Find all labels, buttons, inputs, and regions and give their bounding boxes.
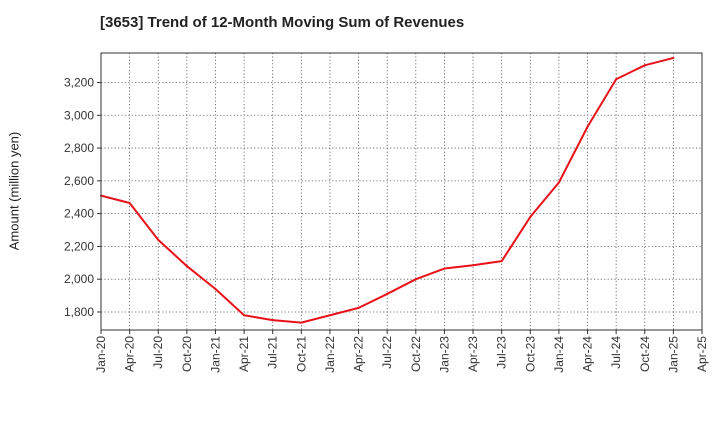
y-tick-label: 2,000: [64, 272, 94, 286]
x-tick-label: Jul-22: [380, 336, 394, 369]
x-tick-label: Oct-21: [294, 336, 308, 372]
data-point: [328, 314, 331, 317]
y-tick-label: 1,800: [64, 305, 94, 319]
data-point: [357, 306, 360, 309]
series-layer: [100, 56, 675, 324]
x-tick-label: Jul-21: [266, 336, 280, 369]
y-tick-labels: 1,800 2,000 2,200 2,400 2,600 2,800 3,000 3,200: [64, 76, 101, 319]
y-tick-label: 2,800: [64, 141, 94, 155]
x-tick-label: Jan-21: [208, 336, 222, 373]
data-point: [672, 56, 675, 59]
y-tick-label: 3,200: [64, 76, 94, 90]
x-tick-label: Apr-20: [123, 336, 137, 372]
y-tick-label: 3,000: [64, 108, 94, 122]
y-tick-label: 2,200: [64, 239, 94, 253]
x-tick-label: Oct-23: [523, 336, 537, 372]
x-tick-label: Jan-25: [666, 336, 680, 373]
data-point: [271, 319, 274, 322]
data-point: [243, 314, 246, 317]
x-tick-label: Apr-22: [352, 336, 366, 372]
x-tick-label: Apr-23: [466, 336, 480, 372]
x-tick-label: Jan-24: [552, 336, 566, 373]
x-tick-label: Jan-22: [323, 336, 337, 373]
x-tick-label: Apr-25: [695, 336, 709, 372]
data-point: [185, 265, 188, 268]
x-tick-label: Jan-23: [437, 336, 451, 373]
x-tick-label: Jul-24: [609, 336, 623, 369]
data-point: [586, 125, 589, 128]
x-tick-label: Jul-23: [495, 336, 509, 369]
data-point: [500, 260, 503, 263]
x-tick-label: Jul-20: [151, 336, 165, 369]
data-point: [300, 321, 303, 324]
data-point: [157, 238, 160, 241]
x-tick-labels: Jan-20 Apr-20 Jul-20 Oct-20 Jan-21 Apr-21 Jul-…: [94, 330, 709, 373]
x-tick-label: Oct-20: [180, 336, 194, 372]
y-tick-label: 2,400: [64, 207, 94, 221]
x-tick-label: Apr-21: [237, 336, 251, 372]
data-point: [615, 78, 618, 81]
chart-title: [3653] Trend of 12-Month Moving Sum of R…: [100, 14, 465, 31]
data-point: [414, 278, 417, 281]
data-point: [386, 292, 389, 295]
x-tick-label: Oct-24: [638, 336, 652, 372]
x-tick-label: Oct-22: [409, 336, 423, 372]
plot-area-frame: [100, 52, 703, 331]
grid-lines: [101, 53, 702, 330]
data-point: [557, 181, 560, 184]
data-point: [529, 215, 532, 218]
y-tick-label: 2,600: [64, 174, 94, 188]
data-point: [443, 267, 446, 270]
x-tick-label: Jan-20: [94, 336, 108, 373]
data-point: [472, 264, 475, 267]
data-point: [643, 64, 646, 67]
x-tick-label: Apr-24: [581, 336, 595, 372]
data-point: [214, 288, 217, 291]
data-point: [128, 201, 131, 204]
